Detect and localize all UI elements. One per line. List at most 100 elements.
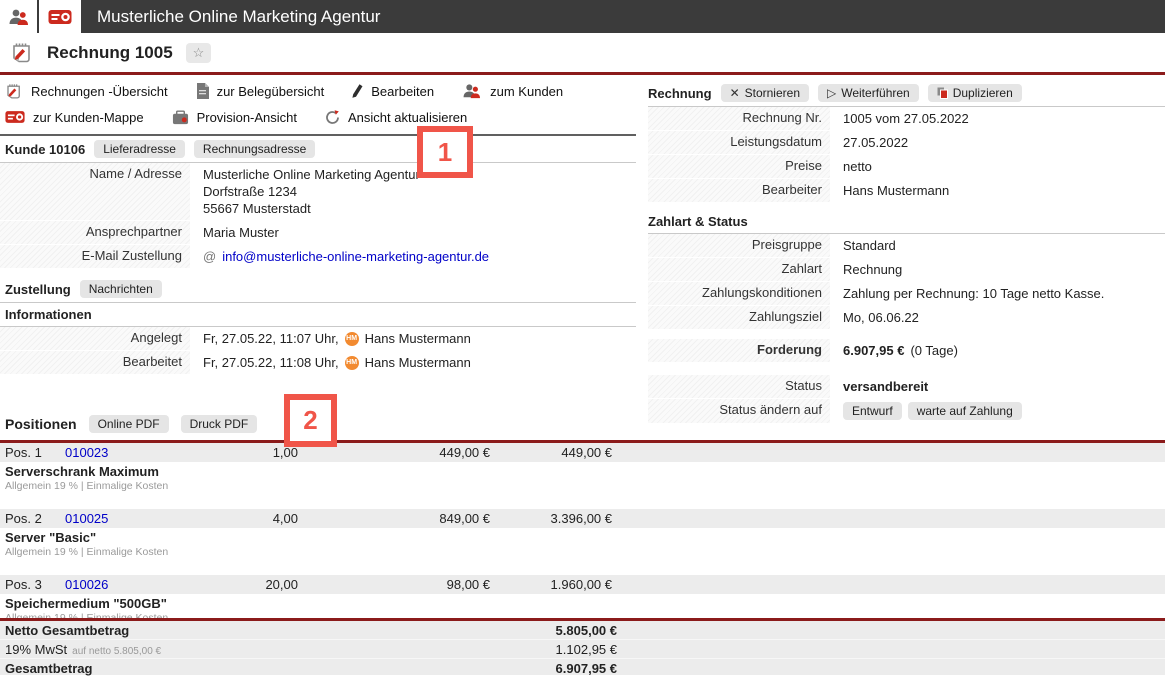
field-label: Angelegt	[0, 327, 190, 350]
edited-timestamp: Fr, 27.05.22, 11:08 Uhr,	[203, 354, 339, 371]
field-label: Status	[648, 375, 830, 398]
link-invoices-overview[interactable]: Rechnungen -Übersicht	[5, 83, 168, 100]
link-label: zur Kunden-Mappe	[33, 110, 144, 125]
address-line-2: Dorfstraße 1234	[203, 183, 420, 200]
field-row-prices: Preise netto	[648, 155, 1165, 178]
online-pdf-button[interactable]: Online PDF	[89, 415, 169, 433]
field-value: Musterliche Online Marketing Agentur Dor…	[190, 163, 420, 220]
status-badge: versandbereit	[830, 375, 928, 398]
field-value: Rechnung	[830, 258, 902, 281]
link-edit[interactable]: Bearbeiten	[352, 83, 434, 99]
invoice-header-title: Rechnung	[648, 86, 712, 101]
delivery-address-button[interactable]: Lieferadresse	[94, 140, 185, 158]
article-number-link[interactable]: 010025	[65, 511, 155, 526]
field-row-claim: Forderung 6.907,95 € (0 Tage)	[648, 339, 1165, 362]
field-label: Name / Adresse	[0, 163, 190, 220]
position-quantity: 20,00	[155, 577, 298, 592]
field-label: Leistungsdatum	[648, 131, 830, 154]
created-timestamp: Fr, 27.05.22, 11:07 Uhr,	[203, 330, 339, 347]
play-icon: ▷	[827, 86, 836, 100]
link-label: Provision-Ansicht	[197, 110, 297, 125]
position-number: Pos. 3	[5, 577, 65, 592]
field-label: Preise	[648, 155, 830, 178]
position-details: Allgemein 19 % | Einmalige Kosten	[5, 546, 1165, 558]
address-line-3: 55667 Musterstadt	[203, 200, 420, 217]
button-label: Weiterführen	[841, 86, 909, 100]
field-label: Preisgruppe	[648, 234, 830, 257]
billing-address-button[interactable]: Rechnungsadresse	[194, 140, 315, 158]
link-to-customer[interactable]: zum Kunden	[462, 83, 563, 99]
invoice-section-header: Rechnung ✕ Stornieren ▷ Weiterführen Dup…	[648, 80, 1165, 107]
button-label: Duplizieren	[953, 86, 1013, 100]
messages-button[interactable]: Nachrichten	[80, 280, 162, 298]
field-label: Ansprechpartner	[0, 221, 190, 244]
position-row: Pos. 3 010026 20,00 98,00 € 1.960,00 €	[0, 575, 1165, 594]
field-value: netto	[830, 155, 872, 178]
position-number: Pos. 2	[5, 511, 65, 526]
link-provision-view[interactable]: Provision-Ansicht	[172, 110, 297, 125]
link-refresh-view[interactable]: Ansicht aktualisieren	[325, 110, 467, 125]
position-number: Pos. 1	[5, 445, 65, 460]
customer-card-icon	[5, 110, 25, 124]
page-header: Rechnung 1005 ☆	[0, 33, 1165, 72]
position-details: Allgemein 19 % | Einmalige Kosten	[5, 480, 1165, 492]
total-label: Gesamtbetrag	[5, 661, 455, 676]
total-row-gross: Gesamtbetrag 6.907,95 €	[0, 659, 1165, 677]
claim-days: (0 Tage)	[910, 342, 957, 359]
positions-header: Positionen Online PDF Druck PDF	[0, 408, 1165, 440]
position-item: Pos. 1 010023 1,00 449,00 € 449,00 € Ser…	[0, 443, 1165, 492]
positions-section: Positionen Online PDF Druck PDF Pos. 1 0…	[0, 408, 1165, 641]
field-value: 1005 vom 27.05.2022	[830, 107, 969, 130]
article-number-link[interactable]: 010023	[65, 445, 155, 460]
field-row-name-address: Name / Adresse Musterliche Online Market…	[0, 163, 636, 220]
field-row-payment-conditions: Zahlungskonditionen Zahlung per Rechnung…	[648, 282, 1165, 305]
field-label: Bearbeiter	[648, 179, 830, 202]
annotation-box-1: 1	[417, 126, 473, 178]
cancel-invoice-button[interactable]: ✕ Stornieren	[721, 84, 809, 102]
customer-header-title: Kunde 10106	[5, 142, 85, 157]
field-row-created: Angelegt Fr, 27.05.22, 11:07 Uhr, HM Han…	[0, 327, 636, 350]
customers-nav-tile[interactable]	[0, 0, 37, 33]
article-number-link[interactable]: 010026	[65, 577, 155, 592]
delivery-section-header: Zustellung Nachrichten	[0, 276, 636, 303]
link-customer-folder[interactable]: zur Kunden-Mappe	[5, 110, 144, 125]
position-quantity: 4,00	[155, 511, 298, 526]
favorite-star-button[interactable]: ☆	[186, 43, 212, 63]
continue-invoice-button[interactable]: ▷ Weiterführen	[818, 84, 919, 102]
link-label: Bearbeiten	[371, 84, 434, 99]
delivery-header-title: Zustellung	[5, 282, 71, 297]
invoice-icon	[10, 42, 34, 64]
link-label: Rechnungen -Übersicht	[31, 84, 168, 99]
position-quantity: 1,00	[155, 445, 298, 460]
field-label: Rechnung Nr.	[648, 107, 830, 130]
annotation-box-2: 2	[284, 394, 337, 447]
position-row: Pos. 1 010023 1,00 449,00 € 449,00 €	[0, 443, 1165, 462]
refresh-icon	[325, 110, 340, 125]
customers-icon	[8, 8, 30, 26]
created-user: Hans Mustermann	[365, 330, 471, 347]
customer-email-link[interactable]: info@musterliche-online-marketing-agentu…	[222, 248, 489, 265]
field-row-payment-due: Zahlungsziel Mo, 06.06.22	[648, 306, 1165, 329]
field-row-edited: Bearbeitet Fr, 27.05.22, 11:08 Uhr, HM H…	[0, 351, 636, 374]
link-document-overview[interactable]: zur Belegübersicht	[196, 83, 325, 99]
customer-card-nav-tile[interactable]	[39, 0, 81, 33]
left-column: Rechnungen -Übersicht zur Belegübersicht…	[0, 78, 636, 375]
information-section-header: Informationen	[0, 303, 636, 327]
toolbar-row-2: zur Kunden-Mappe Provision-Ansicht Ansic…	[5, 104, 636, 130]
print-pdf-button[interactable]: Druck PDF	[181, 415, 258, 433]
field-value: @ info@musterliche-online-marketing-agen…	[190, 245, 489, 268]
totals-section: Netto Gesamtbetrag 5.805,00 € 19% MwStau…	[0, 618, 1165, 675]
briefcase-icon	[172, 110, 189, 125]
position-item: Pos. 3 010026 20,00 98,00 € 1.960,00 € S…	[0, 575, 1165, 624]
position-name: Serverschrank Maximum	[5, 464, 1165, 479]
field-label: Zahlungsziel	[648, 306, 830, 329]
total-label: 19% MwStauf netto 5.805,00 €	[5, 642, 455, 657]
field-value: Mo, 06.06.22	[830, 306, 919, 329]
toolbar-row-1: Rechnungen -Übersicht zur Belegübersicht…	[5, 78, 636, 104]
field-label: Bearbeitet	[0, 351, 190, 374]
duplicate-invoice-button[interactable]: Duplizieren	[928, 84, 1022, 102]
vat-note: auf netto 5.805,00 €	[72, 646, 161, 657]
position-total: 1.960,00 €	[490, 577, 612, 592]
field-value: Standard	[830, 234, 896, 257]
payment-status-section-header: Zahlart & Status	[648, 210, 1165, 234]
